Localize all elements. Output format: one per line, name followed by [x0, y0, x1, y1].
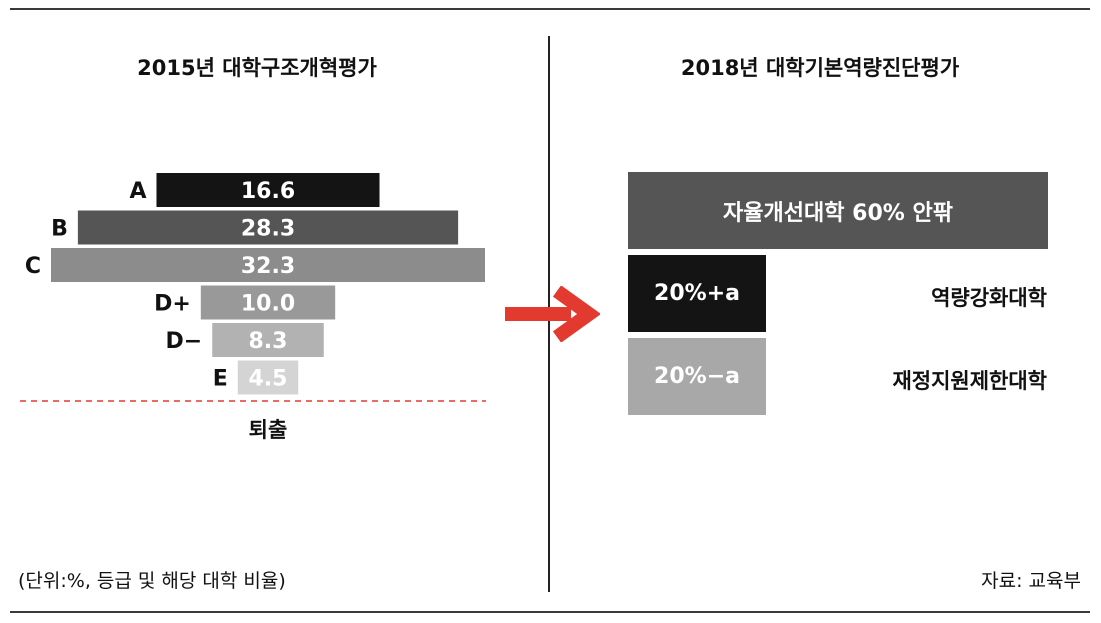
capacity-strengthening-box: 20%+a: [628, 255, 766, 332]
source-note: 자료: 교육부: [981, 570, 1081, 592]
bar-value-label: 10.0: [241, 292, 295, 317]
left-panel-title: 2015년 대학구조개혁평가: [137, 56, 377, 80]
autonomous-improvement-box: 자율개선대학 60% 안팎: [628, 172, 1048, 249]
cutoff-label: 퇴출: [249, 418, 288, 442]
bar-value-label: 8.3: [249, 329, 288, 354]
bar-value-label: 28.3: [241, 217, 295, 242]
grade-label: B: [51, 217, 68, 242]
bar-value-label: 16.6: [241, 179, 295, 204]
bar-E: [237, 360, 299, 395]
grade-funnel-chart: 16.6 A 28.3 B 32.3 C 10.0 D+ 8.3 D− 4.5 E 퇴출: [20, 173, 486, 442]
bar-D−: [212, 323, 324, 357]
capacity-strengthening-label: 역량강화대학: [931, 286, 1047, 310]
grade-label: D+: [154, 292, 191, 317]
grade-label: C: [25, 254, 41, 279]
bar-A: [156, 173, 380, 207]
grade-label: D−: [166, 329, 203, 354]
bar-value-label: 4.5: [249, 367, 288, 392]
top-rule: [10, 8, 1090, 10]
bar-value-label: 32.3: [241, 254, 295, 279]
right-arrow-icon: [505, 286, 600, 342]
bar-C: [51, 248, 485, 282]
right-panel-title: 2018년 대학기본역량진단평가: [680, 56, 960, 80]
grade-label: E: [213, 367, 228, 392]
funding-restricted-box: 20%−a: [628, 338, 766, 415]
grade-label: A: [129, 179, 146, 204]
unit-note: (단위:%, 등급 및 해당 대학 비율): [18, 570, 286, 592]
bar-B: [77, 210, 459, 245]
bar-D+: [200, 285, 336, 320]
bottom-rule: [10, 611, 1090, 613]
funding-restricted-label: 재정지원제한대학: [892, 369, 1047, 393]
